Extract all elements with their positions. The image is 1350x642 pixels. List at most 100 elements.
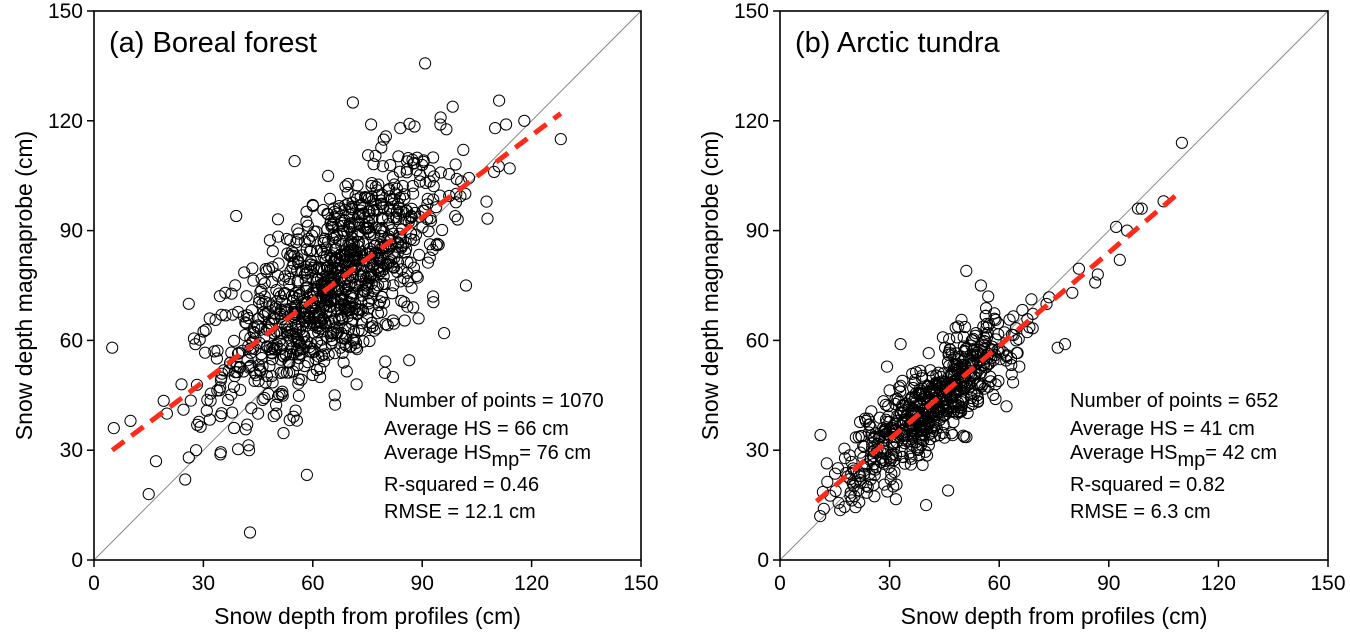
x-tick-label: 0 bbox=[774, 572, 786, 595]
data-point bbox=[939, 341, 952, 354]
data-point bbox=[971, 389, 984, 402]
regression-fit-line bbox=[110, 111, 563, 453]
data-point bbox=[254, 323, 268, 336]
data-point bbox=[375, 213, 389, 226]
data-point bbox=[142, 488, 155, 501]
data-point bbox=[450, 172, 463, 186]
stats-label: Average HS bbox=[384, 442, 491, 464]
data-point bbox=[873, 411, 886, 424]
data-point bbox=[283, 278, 296, 291]
data-point bbox=[307, 303, 320, 316]
data-point bbox=[342, 177, 355, 191]
data-point bbox=[248, 326, 261, 340]
data-point bbox=[369, 149, 382, 162]
x-axis-label: Snow depth from profiles (cm) bbox=[214, 603, 521, 629]
data-point bbox=[901, 433, 914, 446]
data-point bbox=[412, 312, 425, 325]
data-point bbox=[814, 509, 827, 523]
data-point bbox=[190, 444, 203, 457]
data-point bbox=[982, 290, 995, 303]
data-point bbox=[287, 410, 300, 423]
data-point bbox=[362, 295, 375, 308]
data-point bbox=[326, 218, 339, 231]
data-point bbox=[294, 339, 307, 352]
data-point bbox=[946, 429, 959, 442]
data-point bbox=[370, 237, 384, 250]
data-point bbox=[390, 212, 403, 225]
data-point bbox=[106, 341, 119, 354]
data-point bbox=[488, 165, 501, 178]
data-point bbox=[446, 100, 459, 113]
data-point bbox=[279, 270, 292, 283]
data-point bbox=[107, 422, 120, 435]
data-point bbox=[322, 208, 335, 221]
data-point bbox=[265, 370, 278, 383]
data-point bbox=[337, 356, 350, 369]
data-point bbox=[301, 356, 314, 369]
data-point bbox=[421, 198, 434, 211]
x-tick-label: 60 bbox=[301, 572, 324, 595]
data-point bbox=[938, 431, 951, 444]
data-point bbox=[299, 301, 312, 314]
data-point bbox=[310, 363, 323, 377]
data-point bbox=[245, 402, 258, 415]
data-point bbox=[291, 344, 305, 357]
data-point bbox=[197, 325, 210, 338]
data-point bbox=[971, 376, 984, 389]
data-point bbox=[976, 378, 989, 391]
data-point bbox=[211, 344, 224, 357]
data-point bbox=[838, 442, 851, 455]
data-point bbox=[861, 480, 874, 493]
data-point bbox=[378, 296, 391, 309]
data-point bbox=[948, 351, 961, 364]
data-point bbox=[915, 433, 928, 446]
stats-value: 6.3 cm bbox=[1151, 501, 1211, 523]
data-point bbox=[980, 331, 994, 344]
data-point bbox=[967, 332, 980, 345]
data-point bbox=[306, 199, 320, 212]
data-point bbox=[255, 348, 268, 361]
data-point bbox=[1113, 253, 1126, 266]
data-point bbox=[950, 331, 964, 344]
data-point bbox=[443, 168, 456, 181]
data-point bbox=[919, 445, 932, 458]
data-point bbox=[228, 421, 241, 435]
data-point bbox=[304, 258, 317, 271]
data-point bbox=[398, 314, 411, 327]
data-point bbox=[392, 198, 405, 211]
data-point bbox=[954, 350, 968, 363]
data-point bbox=[364, 250, 377, 263]
data-point bbox=[258, 277, 271, 290]
data-point bbox=[241, 309, 254, 322]
data-point bbox=[292, 373, 305, 386]
data-point bbox=[319, 232, 332, 245]
stats-value: 652 bbox=[1245, 390, 1278, 412]
data-point bbox=[362, 149, 375, 162]
data-point bbox=[889, 393, 902, 406]
data-point bbox=[373, 266, 386, 280]
data-point bbox=[300, 468, 313, 481]
data-point bbox=[858, 440, 871, 453]
data-point bbox=[252, 375, 265, 388]
data-point bbox=[947, 376, 961, 389]
data-point bbox=[392, 150, 405, 163]
data-point bbox=[342, 323, 355, 336]
data-point bbox=[981, 327, 994, 340]
data-point bbox=[253, 296, 266, 309]
data-point bbox=[1005, 368, 1018, 381]
stats-label: Average HS = bbox=[384, 418, 514, 440]
data-point bbox=[346, 96, 359, 109]
data-point bbox=[861, 412, 875, 425]
data-point bbox=[356, 283, 370, 296]
data-point bbox=[1025, 293, 1038, 306]
data-point bbox=[909, 373, 922, 387]
data-point bbox=[377, 133, 390, 146]
data-point bbox=[845, 455, 858, 469]
data-point bbox=[272, 287, 286, 300]
data-point bbox=[920, 499, 933, 512]
data-point bbox=[247, 274, 260, 287]
data-point bbox=[942, 484, 955, 497]
data-point bbox=[302, 232, 315, 245]
data-point bbox=[846, 477, 859, 490]
